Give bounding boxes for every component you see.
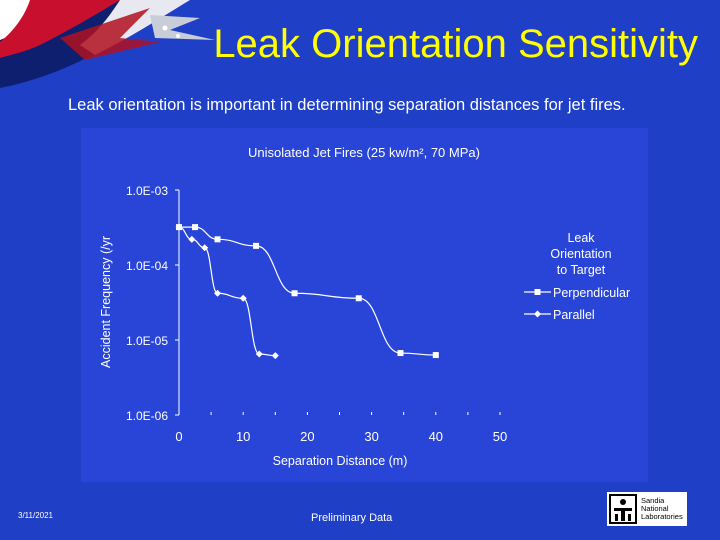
legend-title: to Target	[557, 263, 606, 277]
legend-marker-square	[534, 289, 541, 295]
data-point-diamond	[201, 244, 209, 252]
sandia-logo: Sandia National Laboratories	[607, 492, 687, 526]
x-tick-label: 30	[364, 429, 378, 444]
legend-title: Orientation	[550, 247, 611, 261]
data-point-diamond	[271, 352, 279, 360]
flag-decoration	[0, 0, 215, 88]
y-tick-label: 1.0E-04	[126, 259, 168, 273]
legend-label: Parallel	[553, 308, 595, 322]
data-point-diamond	[175, 223, 183, 231]
y-tick-label: 1.0E-06	[126, 409, 168, 423]
x-tick-label: 50	[493, 429, 507, 444]
legend-title: Leak	[567, 231, 595, 245]
logo-line: National	[641, 504, 669, 513]
chart-title: Unisolated Jet Fires (25 kw/m², 70 MPa)	[248, 145, 480, 160]
data-point-diamond	[188, 235, 196, 243]
x-tick-label: 0	[175, 429, 182, 444]
chart-panel: Unisolated Jet Fires (25 kw/m², 70 MPa) 1…	[81, 128, 648, 482]
series-line-0	[179, 226, 436, 356]
data-point-square	[355, 295, 362, 302]
y-tick-label: 1.0E-05	[126, 334, 168, 348]
logo-text: Sandia National Laboratories	[641, 497, 683, 521]
x-axis-label: Separation Distance (m)	[273, 454, 408, 468]
line-chart: Unisolated Jet Fires (25 kw/m², 70 MPa) 1…	[99, 145, 630, 468]
logo-line: Laboratories	[641, 512, 683, 521]
y-tick-label: 1.0E-03	[126, 184, 168, 198]
data-point-square	[253, 242, 260, 249]
data-point-diamond	[239, 294, 247, 302]
thunderbird-logo-icon	[609, 494, 637, 524]
x-tick-label: 10	[236, 429, 250, 444]
x-tick-label: 20	[300, 429, 314, 444]
slide-subtitle: Leak orientation is important in determi…	[68, 96, 626, 114]
x-tick-label: 40	[429, 429, 443, 444]
preliminary-data-note: Preliminary Data	[311, 512, 393, 524]
data-point-square	[192, 224, 199, 231]
data-point-square	[432, 352, 439, 359]
data-point-square	[397, 350, 404, 357]
data-point-square	[214, 236, 221, 243]
data-point-square	[291, 290, 298, 297]
legend-marker-diamond	[534, 310, 541, 318]
y-axis-label: Accident Frequency (/yr	[99, 236, 113, 368]
slide-date: 3/11/2021	[18, 511, 53, 520]
logo-line: Sandia	[641, 496, 665, 505]
data-point-diamond	[214, 289, 222, 297]
legend-label: Perpendicular	[553, 286, 630, 300]
slide-title: Leak Orientation Sensitivity	[213, 22, 698, 66]
data-point-diamond	[255, 350, 263, 358]
